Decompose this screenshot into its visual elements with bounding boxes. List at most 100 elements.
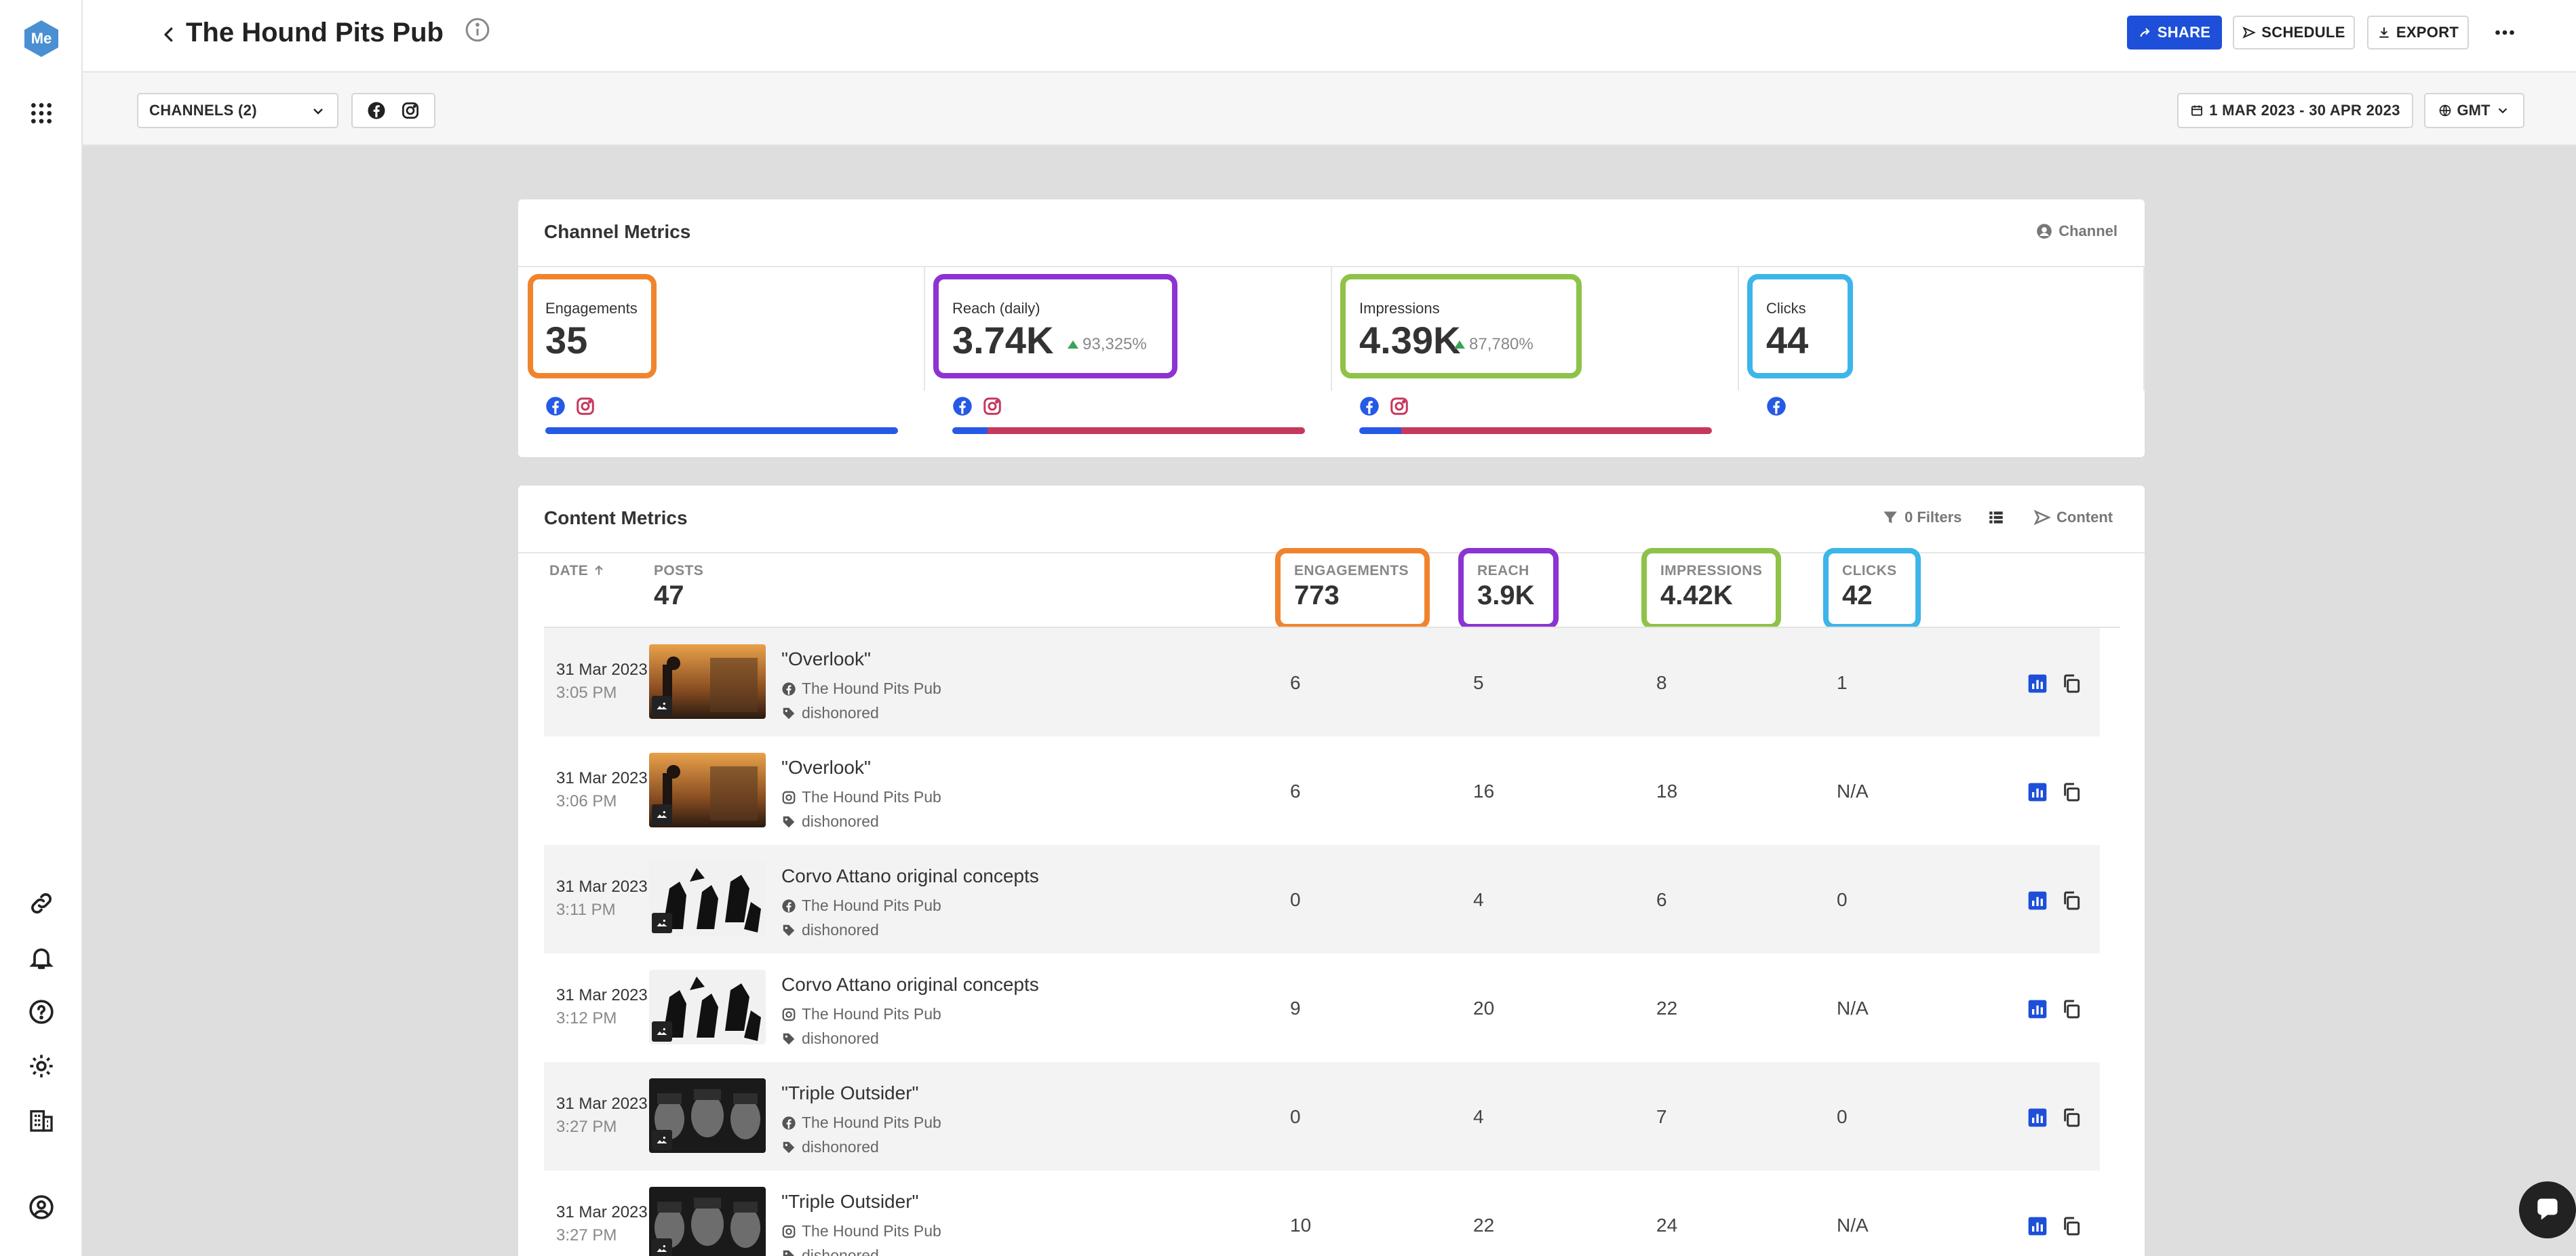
table-row[interactable]: 31 Mar 2023 3:27 PM "Triple Outsider" The H…	[544, 1062, 2100, 1171]
post-thumbnail[interactable]	[649, 644, 766, 719]
post-title[interactable]: "Overlook"	[781, 757, 871, 778]
metric-impressions: Impressions 4.39K 87,780%	[1332, 267, 1739, 391]
reach-network-bar	[952, 427, 1305, 434]
table-row[interactable]: 31 Mar 2023 3:12 PM Corvo Attano original …	[544, 954, 2100, 1062]
chart-icon[interactable]	[2027, 998, 2048, 1020]
channel-metrics-card: Channel Metrics Channel Engagements 35 R…	[518, 199, 2145, 457]
export-label: EXPORT	[2396, 24, 2459, 41]
engagements-column-header[interactable]: ENGAGEMENTS	[1294, 563, 1409, 578]
copy-icon[interactable]	[2061, 1215, 2082, 1237]
post-clicks: 0	[1837, 1106, 1848, 1127]
table-row[interactable]: 31 Mar 2023 3:06 PM "Overlook" The Hound Pi…	[544, 737, 2100, 845]
copy-icon[interactable]	[2061, 890, 2082, 911]
metric-engagements: Engagements 35	[518, 267, 925, 391]
facebook-icon	[782, 1116, 796, 1130]
post-date: 31 Mar 2023	[556, 1095, 648, 1113]
metric-value: 4.39K	[1359, 319, 1461, 361]
help-icon[interactable]	[24, 995, 58, 1029]
post-time: 3:06 PM	[556, 792, 617, 810]
back-button[interactable]	[152, 18, 186, 52]
posts-total: 47	[654, 581, 684, 610]
link-icon[interactable]	[24, 886, 58, 920]
post-channel-name: The Hound Pits Pub	[802, 1114, 941, 1131]
posts-column-header[interactable]: POSTS	[654, 563, 704, 578]
copy-icon[interactable]	[2061, 673, 2082, 694]
schedule-button[interactable]: SCHEDULE	[2233, 16, 2355, 50]
post-impressions: 6	[1656, 889, 1667, 910]
date-column-header[interactable]: DATE	[549, 563, 606, 579]
impressions-column-header[interactable]: IMPRESSIONS	[1660, 563, 1763, 578]
chat-bubble-icon	[2537, 1198, 2558, 1220]
date-range-button[interactable]: 1 MAR 2023 - 30 APR 2023	[2177, 93, 2413, 128]
more-options-button[interactable]	[2488, 18, 2522, 47]
highlight-box	[528, 274, 657, 378]
gear-icon[interactable]	[24, 1049, 58, 1083]
post-thumbnail[interactable]	[649, 753, 766, 827]
copy-icon[interactable]	[2061, 998, 2082, 1020]
post-impressions: 18	[1656, 781, 1678, 802]
channels-dropdown[interactable]: CHANNELS (2)	[137, 93, 338, 128]
copy-icon[interactable]	[2061, 1107, 2082, 1129]
post-engagements: 6	[1290, 672, 1301, 693]
download-icon	[2379, 27, 2389, 38]
arrow-up-icon	[595, 565, 604, 575]
highlight-box	[1340, 274, 1582, 378]
metric-label: Clicks	[1766, 300, 1806, 317]
chat-launcher-button[interactable]	[2519, 1181, 2576, 1238]
channel-network-icons[interactable]	[351, 93, 435, 128]
highlight-box	[1747, 274, 1853, 378]
instagram-icon	[402, 102, 418, 119]
tag-icon	[783, 1033, 795, 1044]
instagram-icon	[577, 397, 594, 415]
post-thumbnail[interactable]	[649, 1187, 766, 1256]
instagram-share-bar	[1401, 427, 1712, 434]
chart-icon[interactable]	[2027, 890, 2048, 911]
post-clicks: 1	[1837, 672, 1848, 693]
post-title[interactable]: "Overlook"	[781, 648, 871, 669]
chart-icon[interactable]	[2027, 1215, 2048, 1237]
share-button[interactable]: SHARE	[2127, 16, 2222, 50]
clicks-column-header[interactable]: CLICKS	[1842, 563, 1897, 578]
content-view-button[interactable]: Content	[2033, 509, 2113, 526]
chart-icon[interactable]	[2027, 781, 2048, 803]
image-badge-icon	[652, 1238, 672, 1256]
channel-view-button[interactable]: Channel	[2035, 222, 2118, 240]
facebook-icon	[953, 397, 972, 416]
user-circle-icon[interactable]	[24, 1190, 58, 1224]
channel-view-label: Channel	[2058, 222, 2118, 239]
post-title[interactable]: "Triple Outsider"	[781, 1082, 919, 1103]
table-row[interactable]: 31 Mar 2023 3:11 PM Corvo Attano original …	[544, 845, 2100, 954]
export-button[interactable]: EXPORT	[2367, 16, 2469, 50]
tag-icon	[783, 1141, 795, 1153]
impressions-total: 4.42K	[1660, 581, 1733, 610]
table-row[interactable]: 31 Mar 2023 3:05 PM "Overlook" The Hound Pi…	[544, 628, 2100, 737]
post-thumbnail[interactable]	[649, 861, 766, 936]
filters-button[interactable]: 0 Filters	[1881, 509, 1962, 526]
building-icon[interactable]	[24, 1103, 58, 1137]
reach-total: 3.9K	[1477, 581, 1535, 610]
apps-grid-icon[interactable]	[24, 96, 58, 130]
post-channel-name: The Hound Pits Pub	[802, 897, 941, 914]
app-logo[interactable]: Me	[23, 19, 60, 58]
bell-icon[interactable]	[24, 941, 58, 975]
list-view-button[interactable]	[1987, 509, 2005, 526]
chart-icon[interactable]	[2027, 1107, 2048, 1129]
table-row[interactable]: 31 Mar 2023 3:27 PM "Triple Outsider" The H…	[544, 1171, 2100, 1256]
reach-column-header[interactable]: REACH	[1477, 563, 1529, 578]
copy-icon[interactable]	[2061, 781, 2082, 803]
metric-value: 3.74K	[952, 319, 1054, 361]
post-title[interactable]: Corvo Attano original concepts	[781, 865, 1039, 886]
post-thumbnail[interactable]	[649, 1078, 766, 1153]
post-clicks: 0	[1837, 889, 1848, 910]
post-title[interactable]: "Triple Outsider"	[781, 1191, 919, 1212]
facebook-icon	[782, 682, 796, 696]
post-reach: 4	[1473, 1106, 1484, 1127]
post-thumbnail[interactable]	[649, 970, 766, 1044]
timezone-dropdown[interactable]: GMT	[2424, 93, 2524, 128]
post-tag: dishonored	[781, 921, 879, 939]
post-title[interactable]: Corvo Attano original concepts	[781, 974, 1039, 995]
info-icon[interactable]	[464, 16, 495, 47]
chart-icon[interactable]	[2027, 673, 2048, 694]
post-time: 3:27 PM	[556, 1226, 617, 1244]
post-engagements: 10	[1290, 1215, 1312, 1236]
